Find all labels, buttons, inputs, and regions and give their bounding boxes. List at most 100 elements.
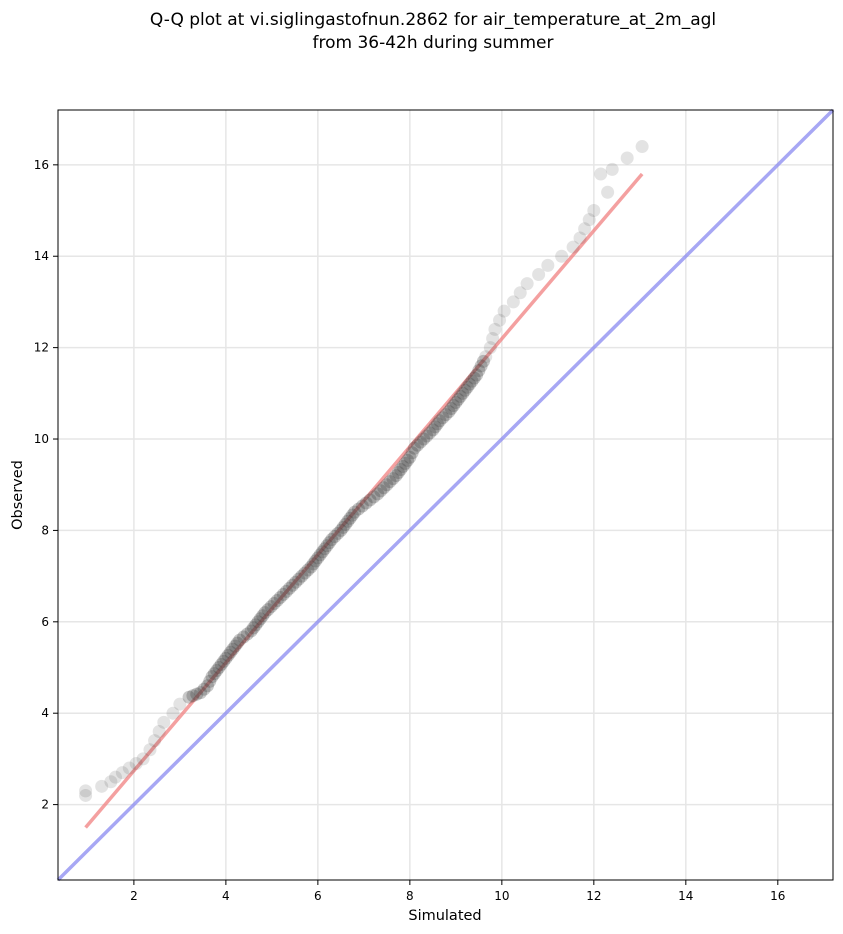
quantile-point bbox=[460, 380, 474, 394]
quantile-point bbox=[289, 575, 303, 589]
x-tick-label: 16 bbox=[770, 889, 785, 903]
quantile-point bbox=[555, 249, 569, 263]
x-tick-label: 6 bbox=[314, 889, 322, 903]
quantile-point bbox=[377, 481, 391, 495]
x-tick-label: 14 bbox=[678, 889, 693, 903]
quantile-point bbox=[442, 405, 456, 419]
quantile-point bbox=[465, 374, 479, 388]
quantile-point bbox=[635, 140, 649, 154]
quantile-point bbox=[458, 383, 472, 397]
quantile-point bbox=[240, 627, 254, 641]
quantile-point bbox=[513, 286, 527, 300]
quantile-point bbox=[230, 636, 244, 650]
quantile-point bbox=[122, 761, 136, 775]
quantile-point bbox=[398, 456, 412, 470]
quantile-point bbox=[115, 766, 129, 780]
quantile-point bbox=[386, 472, 400, 486]
quantile-point bbox=[292, 572, 306, 586]
quantile-point bbox=[541, 258, 555, 272]
quantile-point bbox=[374, 484, 388, 498]
quantile-point bbox=[143, 743, 157, 757]
quantile-point bbox=[389, 469, 403, 483]
quantile-point bbox=[338, 517, 352, 531]
quantile-point bbox=[148, 734, 162, 748]
quantile-point bbox=[488, 322, 502, 336]
quantile-point bbox=[456, 386, 470, 400]
quantile-point bbox=[256, 609, 270, 623]
quantile-point bbox=[351, 502, 365, 516]
chart-title-line-1: Q-Q plot at vi.siglingastofnun.2862 for … bbox=[150, 10, 716, 30]
quantile-point bbox=[439, 408, 453, 422]
quantile-point bbox=[483, 341, 497, 355]
quantile-point bbox=[573, 231, 587, 245]
x-axis-label: Simulated bbox=[408, 908, 481, 924]
quantile-point bbox=[405, 446, 419, 460]
quantile-point bbox=[214, 657, 228, 671]
quantile-point bbox=[407, 441, 421, 455]
y-tick-label: 2 bbox=[41, 798, 49, 812]
quantile-point bbox=[251, 615, 265, 629]
quantile-point bbox=[506, 295, 520, 309]
y-tick-label: 16 bbox=[34, 158, 49, 172]
quantile-point bbox=[391, 466, 405, 480]
chart-title-line-2: from 36-42h during summer bbox=[313, 33, 554, 53]
quantile-point bbox=[420, 429, 434, 443]
quantile-point bbox=[428, 420, 442, 434]
quantile-point bbox=[470, 368, 484, 382]
quantile-point bbox=[261, 603, 275, 617]
quantile-point bbox=[318, 542, 332, 556]
quantile-point bbox=[298, 566, 312, 580]
quantile-point bbox=[295, 569, 309, 583]
quantile-point bbox=[95, 779, 109, 793]
quantile-point bbox=[345, 508, 359, 522]
quantile-point bbox=[411, 438, 425, 452]
quantile-point bbox=[423, 426, 437, 440]
x-tick-label: 2 bbox=[130, 889, 138, 903]
quantile-point bbox=[306, 557, 320, 571]
quantile-point bbox=[186, 689, 200, 703]
quantile-point bbox=[79, 788, 93, 802]
x-tick-label: 4 bbox=[222, 889, 230, 903]
quantile-point bbox=[594, 167, 608, 181]
quantile-point bbox=[173, 697, 187, 711]
quantile-point bbox=[497, 304, 511, 318]
identity-line bbox=[56, 108, 835, 882]
quantile-point bbox=[190, 687, 204, 701]
quantile-point bbox=[223, 645, 237, 659]
quantile-point bbox=[334, 523, 348, 537]
quantile-point bbox=[414, 435, 428, 449]
quantile-point bbox=[371, 487, 385, 501]
quantile-point bbox=[451, 392, 465, 406]
quantile-point bbox=[476, 354, 490, 368]
quantile-point bbox=[249, 618, 263, 632]
quantile-point bbox=[279, 584, 293, 598]
quantile-point bbox=[396, 459, 410, 473]
quantile-point bbox=[449, 395, 463, 409]
quantile-point bbox=[244, 624, 258, 638]
quantile-point bbox=[258, 606, 272, 620]
quantile-point bbox=[620, 151, 634, 165]
quantile-point bbox=[205, 670, 219, 684]
quantile-point bbox=[447, 399, 461, 413]
quantile-point bbox=[355, 499, 369, 513]
quantile-point bbox=[566, 240, 580, 254]
quantile-point bbox=[605, 162, 619, 176]
quantile-point bbox=[520, 277, 534, 291]
quantile-point bbox=[467, 371, 481, 385]
fit-line bbox=[84, 172, 644, 829]
reference-lines bbox=[56, 108, 835, 882]
quantile-point bbox=[403, 450, 417, 464]
quantile-point bbox=[578, 222, 592, 236]
quantile-point bbox=[166, 706, 180, 720]
quantile-point bbox=[228, 639, 242, 653]
quantile-point bbox=[237, 630, 251, 644]
quantile-point bbox=[315, 545, 329, 559]
quantile-point bbox=[200, 679, 214, 693]
quantile-point bbox=[273, 590, 287, 604]
quantile-point bbox=[380, 478, 394, 492]
y-tick-label: 4 bbox=[41, 706, 49, 720]
quantile-point bbox=[212, 661, 226, 675]
y-axis-label: Observed bbox=[10, 460, 26, 530]
x-tick-label: 10 bbox=[494, 889, 509, 903]
